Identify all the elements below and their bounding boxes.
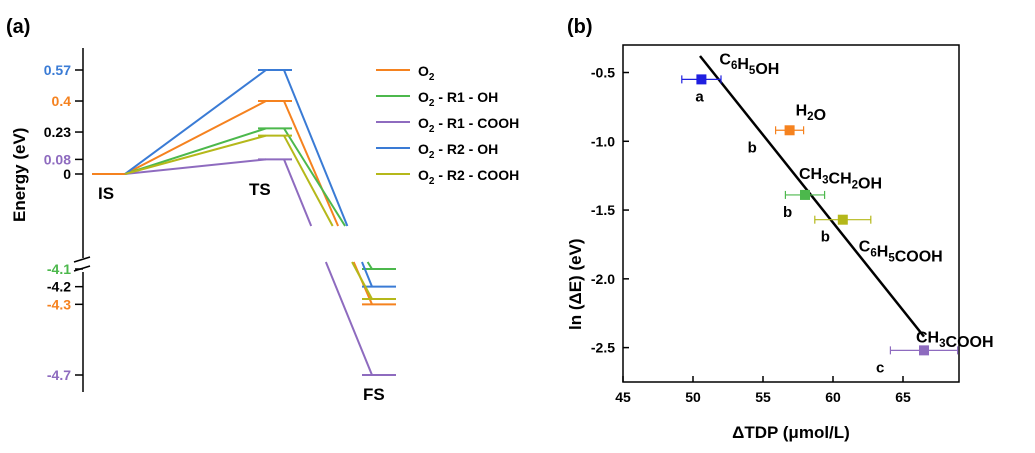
y-tick-label-b: -1.5 — [591, 202, 615, 218]
connector-ts-fs-upper-O2_R1_COOH — [283, 159, 313, 227]
molecule-label-h2o: H2O — [796, 102, 826, 124]
molecule-label-ch3ch2oh: CH3CH2OH — [799, 166, 882, 193]
x-tick-label-b: 55 — [755, 389, 771, 405]
y-tick-label-a: 0.23 — [44, 124, 71, 140]
energy-profile-panel: Energy (eV) 0.57 0.4 0.23 0.080 -4.1 -4.2-4.3… — [10, 48, 519, 404]
y-tick-label-a: -4.7 — [47, 367, 71, 383]
molecule-label-c6h5oh: C6H5OH — [719, 51, 779, 78]
x-tick-label-b: 65 — [895, 389, 911, 405]
connector-is-ts-O2_R2_OH — [124, 69, 267, 175]
significance-letter: c — [876, 359, 884, 376]
y-tick-label-a: -4.1 — [47, 261, 71, 277]
connector-ts-fs-lower-O2_R1_COOH — [324, 261, 373, 376]
x-axis-label-b: ΔTDP (μmol/L) — [732, 423, 850, 442]
connector-ts-fs-lower-O2_R1_OH — [366, 261, 373, 270]
legend-label-O2: O2 — [418, 63, 435, 83]
scatter-panel: ln (ΔE) (eV) ΔTDP (μmol/L) 45 50 55 60 65 -0.… — [566, 44, 994, 442]
significance-letter: b — [783, 204, 792, 221]
connector-ts-fs-upper-O2_R2_COOH — [283, 135, 334, 227]
y-axis-label-a: Energy (eV) — [10, 128, 29, 222]
connector-is-ts-O2 — [124, 100, 267, 175]
stage-label-is: IS — [98, 184, 114, 203]
connector-is-ts-O2_R2_COOH — [124, 134, 267, 175]
y-tick-label-a: 0.57 — [44, 62, 71, 78]
x-tick-label-b: 50 — [685, 389, 701, 405]
y-tick-label-b: -1.0 — [591, 133, 615, 149]
plot-frame — [622, 44, 960, 383]
connector-is-ts-O2_R1_COOH — [124, 158, 267, 175]
data-point-c6h5oh — [696, 74, 707, 85]
data-point-c6h5cooh — [837, 214, 848, 225]
legend-label-O2_R2_COOH: O2 - R2 - COOH — [418, 167, 519, 187]
y-tick-label-b: -2.0 — [591, 271, 615, 287]
y-tick-label-b: -0.5 — [591, 65, 615, 81]
connector-ts-fs-upper-O2_R1_OH — [283, 127, 346, 227]
data-point-ch3cooh — [919, 345, 929, 356]
panel-label-b: (b) — [567, 16, 593, 38]
y-tick-label-a: -4.3 — [47, 296, 71, 312]
molecule-label-ch3cooh: CH3COOH — [916, 329, 994, 351]
connector-ts-fs-upper-O2 — [283, 100, 340, 227]
legend-label-O2_R2_OH: O2 - R2 - OH — [418, 141, 498, 161]
significance-letter: a — [695, 88, 704, 105]
molecule-label-c6h5cooh: C6H5COOH — [859, 239, 943, 266]
legend-label-O2_R1_OH: O2 - R1 - OH — [418, 89, 498, 109]
y-tick-label-a: -4.2 — [47, 279, 71, 295]
y-tick-label-a: 0.08 — [44, 151, 71, 167]
connector-ts-fs-lower-O2_R2_COOH — [351, 261, 373, 300]
y-axis-label-b: ln (ΔE) (eV) — [566, 238, 585, 330]
stage-label-ts: TS — [249, 180, 271, 199]
y-tick-label-a: 0 — [63, 166, 71, 182]
axis-break-mark-1 — [73, 256, 91, 263]
fit-line — [699, 55, 925, 338]
stage-label-fs: FS — [363, 385, 385, 404]
connector-is-ts-O2_R1_OH — [124, 127, 267, 175]
x-tick-label-b: 45 — [615, 389, 631, 405]
x-tick-label-b: 60 — [825, 389, 841, 405]
significance-letter: b — [821, 229, 830, 246]
y-tick-label-b: -2.5 — [591, 340, 615, 356]
y-tick-label-a: 0.4 — [52, 93, 72, 109]
connector-ts-fs-upper-O2_R2_OH — [283, 69, 349, 227]
significance-letter: b — [748, 139, 757, 156]
data-point-h2o — [784, 125, 795, 136]
legend-label-O2_R1_COOH: O2 - R1 - COOH — [418, 115, 519, 135]
data-point-ch3ch2oh — [800, 189, 810, 200]
connector-ts-fs-lower-O2_R2_OH — [361, 261, 373, 288]
panel-label-a: (a) — [6, 16, 30, 38]
